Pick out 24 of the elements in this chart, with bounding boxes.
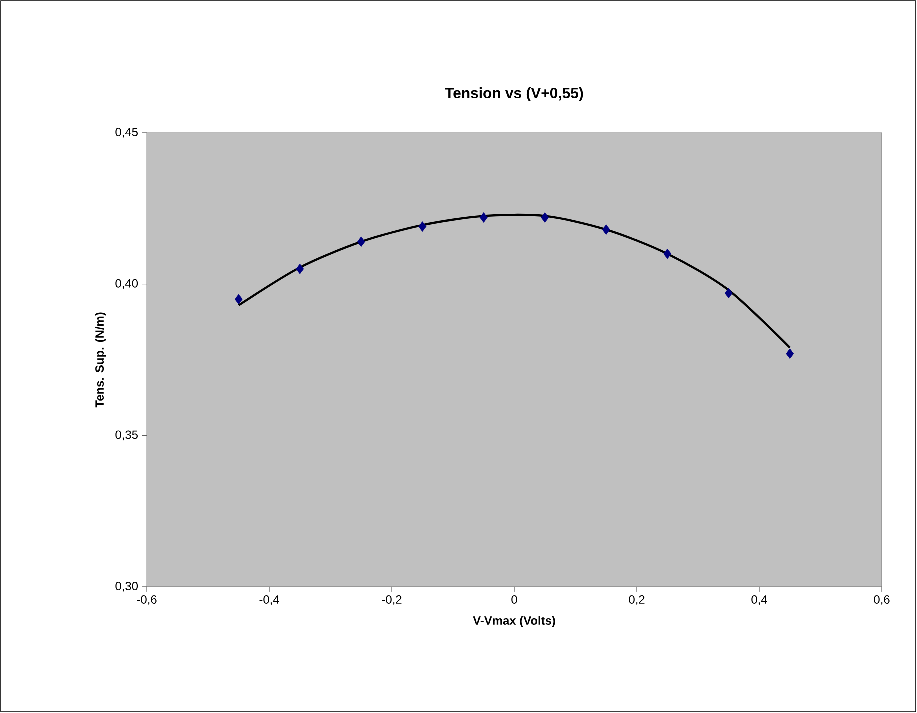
- point: [664, 248, 672, 260]
- x-tick-label: -0,2: [382, 596, 402, 606]
- point: [296, 264, 304, 274]
- y-axis-title: Tens. Sup. (N/m): [95, 312, 106, 408]
- x-tick-label: -0,6: [137, 596, 157, 606]
- x-tick-label: 0,6: [874, 596, 890, 606]
- point: [234, 294, 243, 305]
- y-tick-label: 0,40: [116, 279, 138, 290]
- point: [418, 222, 427, 232]
- y-tick-label: 0,45: [116, 128, 138, 138]
- y-tick-label: 0,35: [116, 430, 138, 441]
- chart-title: Tension vs (V+0,55): [445, 88, 584, 102]
- point: [786, 348, 794, 360]
- x-axis-title: V-Vmax (Volts): [473, 616, 556, 628]
- x-tick-label: -0,4: [260, 596, 280, 606]
- point: [724, 288, 733, 299]
- point: [602, 224, 610, 236]
- y-tick-label: 0,30: [116, 582, 138, 592]
- x-tick-label: 0,4: [752, 596, 768, 606]
- x-tick-label: 0,2: [629, 596, 645, 606]
- point: [480, 212, 488, 223]
- x-tick-label: 0: [512, 596, 518, 604]
- point: [541, 212, 550, 223]
- point: [357, 236, 366, 248]
